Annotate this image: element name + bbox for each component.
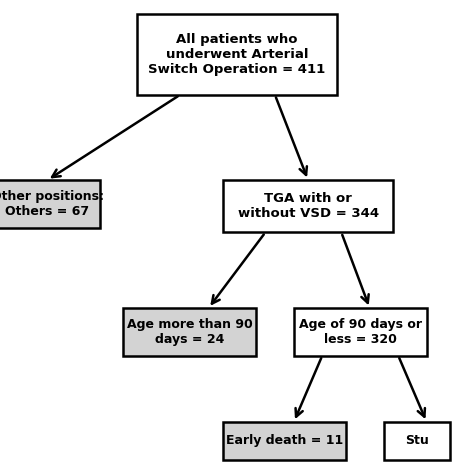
Text: All patients who
underwent Arterial
Switch Operation = 411: All patients who underwent Arterial Swit… bbox=[148, 33, 326, 76]
Text: TGA with or
without VSD = 344: TGA with or without VSD = 344 bbox=[237, 192, 379, 220]
FancyBboxPatch shape bbox=[294, 308, 427, 356]
FancyBboxPatch shape bbox=[384, 422, 450, 460]
Text: Early death = 11: Early death = 11 bbox=[226, 434, 343, 447]
FancyBboxPatch shape bbox=[223, 422, 346, 460]
Text: Age more than 90
days = 24: Age more than 90 days = 24 bbox=[127, 318, 253, 346]
Text: Stu: Stu bbox=[405, 434, 429, 447]
FancyBboxPatch shape bbox=[123, 308, 256, 356]
FancyBboxPatch shape bbox=[223, 180, 393, 232]
Text: Other positions:
Others = 67: Other positions: Others = 67 bbox=[0, 190, 104, 218]
FancyBboxPatch shape bbox=[137, 14, 337, 95]
Text: Age of 90 days or
less = 320: Age of 90 days or less = 320 bbox=[299, 318, 422, 346]
FancyBboxPatch shape bbox=[0, 180, 100, 228]
